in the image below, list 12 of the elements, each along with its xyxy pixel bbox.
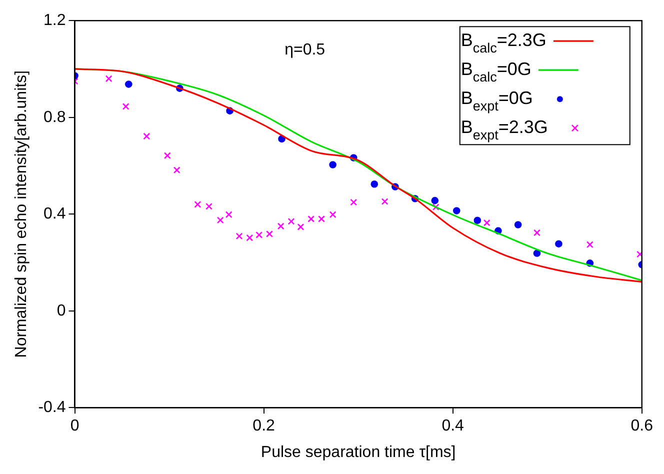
x-tick-label: 0.4: [442, 418, 464, 435]
y-tick-label: 0.4: [44, 206, 66, 223]
x-tick-label: 0.2: [252, 418, 276, 435]
y-axis-title: Normalized spin echo intensity[arb.units]: [13, 70, 30, 358]
y-tick-label: -0.4: [38, 399, 66, 416]
y-tick-label: 1.2: [44, 12, 66, 30]
y-tick-label: 0: [56, 302, 66, 320]
x-tick-label: 0: [70, 418, 80, 435]
y-tick-label: 0.8: [44, 108, 66, 126]
x-axis-title: Pulse separation time τ[ms]: [260, 444, 456, 461]
x-tick-label: 0.6: [630, 418, 654, 435]
annotation: η=0.5: [284, 42, 326, 59]
